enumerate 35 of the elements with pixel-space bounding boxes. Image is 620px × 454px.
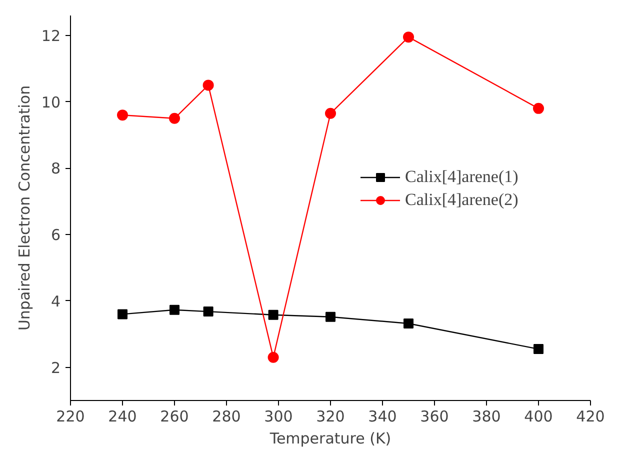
x-tick-label: 260 (160, 408, 189, 426)
x-tick-label: 240 (108, 408, 137, 426)
point (404, 318, 414, 328)
x-tick-label: 400 (524, 408, 553, 426)
y-tick-label: 4 (50, 292, 61, 310)
y-axis-title: Unpaired Electron Concentration (15, 85, 34, 331)
point (118, 309, 128, 320)
y-tick-label: 12 (41, 26, 61, 45)
y-tick-label: 8 (50, 160, 61, 178)
x-tick-label: 300 (264, 408, 293, 426)
point (268, 310, 278, 320)
point (203, 306, 214, 317)
x-tick-label: 280 (212, 408, 241, 426)
legend-label: Calix[4]arene(1) (405, 167, 518, 187)
point (170, 304, 180, 315)
x-tick-label: 320 (316, 408, 345, 426)
x-axis-title: Temperature (K) (268, 430, 392, 448)
y-tick-label: 6 (50, 226, 61, 244)
point (325, 108, 336, 119)
point (403, 32, 414, 43)
x-tick-label: 220 (56, 408, 85, 426)
point (534, 344, 544, 354)
y-tick-label: 2 (50, 358, 61, 377)
point (169, 112, 180, 124)
x-tick-label: 420 (576, 408, 605, 426)
point (533, 102, 544, 114)
point (268, 352, 279, 363)
point (326, 312, 336, 322)
legend-label: Calix[4]arene(2) (405, 190, 518, 210)
x-tick-label: 380 (472, 408, 501, 426)
point (117, 110, 128, 121)
y-tick-label: 10 (41, 93, 61, 112)
point (202, 80, 214, 91)
x-tick-label: 360 (420, 408, 449, 426)
x-tick-label: 340 (368, 408, 397, 426)
